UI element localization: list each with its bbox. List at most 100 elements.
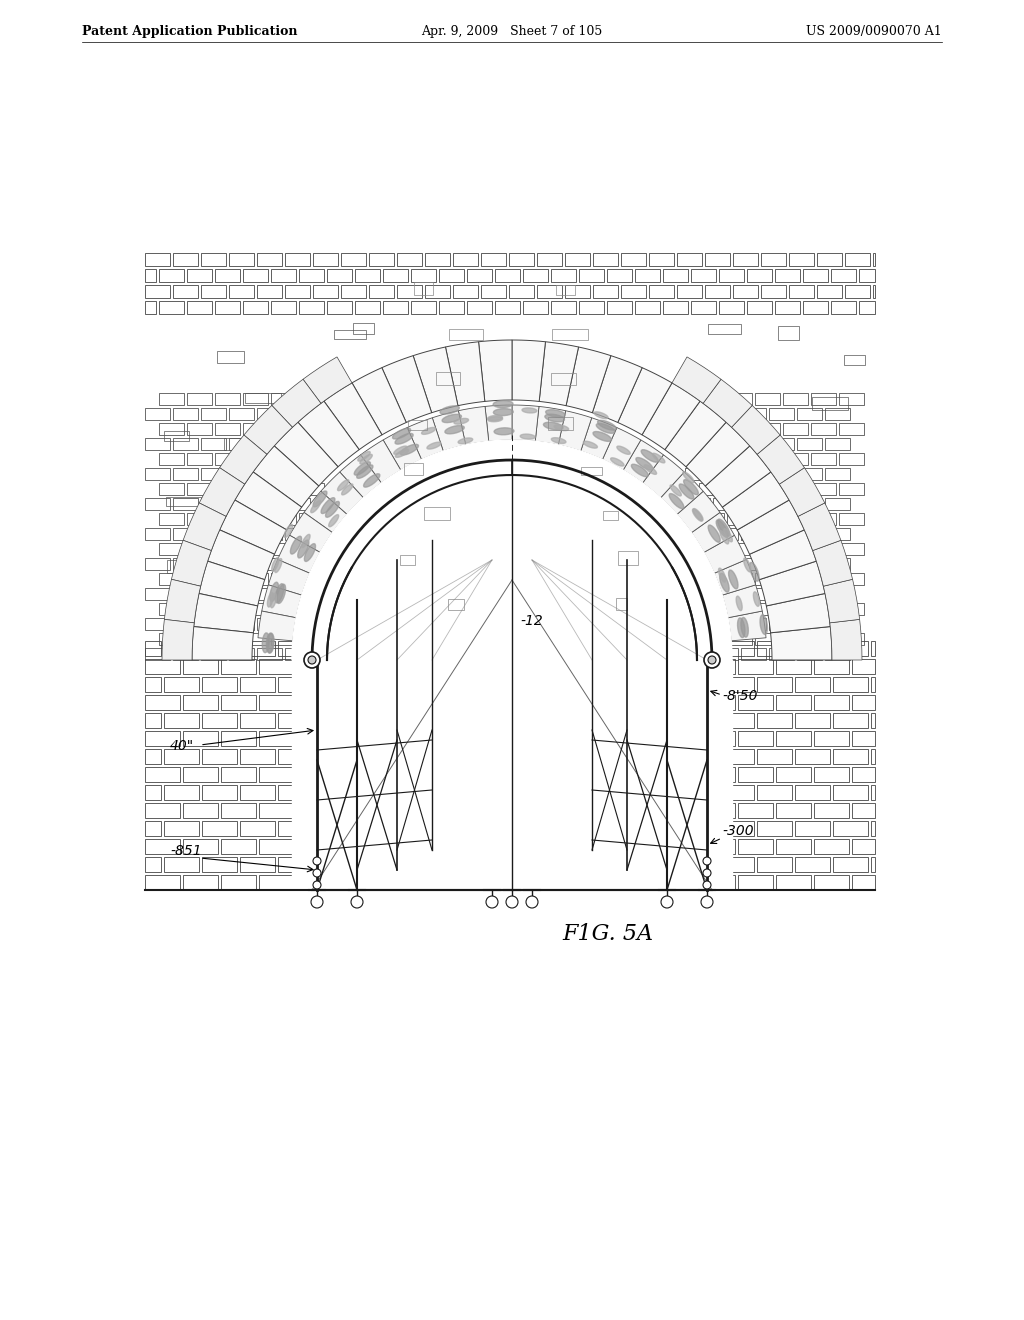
Bar bbox=[355, 301, 380, 314]
Polygon shape bbox=[522, 408, 537, 413]
Bar bbox=[202, 785, 237, 800]
Bar bbox=[341, 285, 366, 298]
Bar bbox=[187, 269, 212, 282]
Bar bbox=[299, 573, 324, 585]
Bar bbox=[859, 269, 874, 282]
Bar bbox=[257, 498, 282, 510]
Polygon shape bbox=[382, 355, 432, 422]
Bar bbox=[727, 513, 752, 525]
Bar bbox=[229, 285, 254, 298]
Polygon shape bbox=[432, 411, 466, 451]
Bar bbox=[278, 821, 313, 836]
Bar bbox=[450, 329, 482, 341]
Polygon shape bbox=[422, 428, 435, 434]
Bar bbox=[334, 330, 366, 339]
Bar bbox=[699, 422, 724, 436]
Polygon shape bbox=[171, 540, 211, 586]
Bar bbox=[164, 642, 199, 656]
Bar bbox=[257, 587, 282, 601]
Bar bbox=[825, 618, 850, 630]
Polygon shape bbox=[545, 414, 564, 422]
Polygon shape bbox=[364, 474, 380, 487]
Bar bbox=[173, 285, 198, 298]
Polygon shape bbox=[485, 405, 512, 441]
Polygon shape bbox=[520, 434, 535, 440]
Bar bbox=[663, 301, 688, 314]
Polygon shape bbox=[722, 473, 790, 531]
Bar bbox=[453, 253, 478, 267]
Polygon shape bbox=[722, 585, 762, 618]
Bar bbox=[700, 857, 716, 873]
Bar bbox=[201, 587, 226, 601]
Bar bbox=[259, 840, 294, 854]
Polygon shape bbox=[665, 401, 726, 467]
Bar bbox=[738, 696, 773, 710]
Bar bbox=[259, 875, 294, 890]
Bar bbox=[831, 269, 856, 282]
Bar bbox=[738, 659, 773, 675]
Polygon shape bbox=[274, 558, 282, 573]
Bar bbox=[201, 253, 226, 267]
Bar bbox=[271, 393, 296, 405]
Bar bbox=[691, 269, 716, 282]
Bar bbox=[551, 269, 575, 282]
Bar bbox=[313, 285, 338, 298]
Polygon shape bbox=[779, 467, 824, 516]
Bar bbox=[297, 840, 319, 854]
Circle shape bbox=[486, 896, 498, 908]
Polygon shape bbox=[829, 619, 862, 660]
Bar bbox=[755, 422, 780, 436]
Bar bbox=[159, 393, 184, 405]
Polygon shape bbox=[566, 347, 611, 413]
Bar bbox=[400, 556, 415, 565]
Bar bbox=[727, 422, 752, 436]
Bar bbox=[257, 438, 282, 450]
Bar bbox=[871, 677, 874, 692]
Bar bbox=[509, 253, 534, 267]
Bar bbox=[145, 642, 161, 656]
Bar bbox=[145, 301, 156, 314]
Bar bbox=[183, 840, 218, 854]
Polygon shape bbox=[741, 618, 749, 638]
Bar bbox=[814, 696, 849, 710]
Polygon shape bbox=[714, 560, 756, 595]
Polygon shape bbox=[683, 471, 694, 483]
Polygon shape bbox=[267, 634, 274, 653]
Bar bbox=[839, 513, 864, 525]
Bar bbox=[271, 483, 296, 495]
Bar bbox=[436, 372, 460, 385]
Bar bbox=[425, 253, 450, 267]
Bar bbox=[593, 253, 618, 267]
Polygon shape bbox=[268, 560, 310, 595]
Bar bbox=[795, 785, 830, 800]
Bar bbox=[397, 253, 422, 267]
Polygon shape bbox=[706, 446, 771, 507]
Bar bbox=[215, 603, 240, 615]
Circle shape bbox=[506, 896, 518, 908]
Bar bbox=[159, 483, 184, 495]
Circle shape bbox=[701, 896, 713, 908]
Bar bbox=[746, 269, 772, 282]
Bar bbox=[755, 634, 780, 645]
Bar bbox=[817, 253, 842, 267]
Bar bbox=[243, 573, 268, 585]
Bar bbox=[852, 731, 874, 746]
Bar bbox=[145, 285, 170, 298]
Polygon shape bbox=[679, 484, 694, 499]
Polygon shape bbox=[253, 446, 318, 507]
Bar bbox=[159, 301, 184, 314]
Bar bbox=[825, 469, 850, 480]
Polygon shape bbox=[686, 422, 750, 486]
Bar bbox=[677, 285, 702, 298]
Bar bbox=[833, 857, 868, 873]
Bar bbox=[229, 558, 254, 570]
Bar bbox=[145, 785, 161, 800]
Bar bbox=[852, 659, 874, 675]
Circle shape bbox=[313, 857, 321, 865]
Bar bbox=[797, 587, 822, 601]
Polygon shape bbox=[724, 529, 732, 541]
Bar bbox=[797, 408, 822, 420]
Bar bbox=[285, 469, 310, 480]
Bar bbox=[257, 618, 282, 630]
Bar bbox=[259, 803, 294, 818]
